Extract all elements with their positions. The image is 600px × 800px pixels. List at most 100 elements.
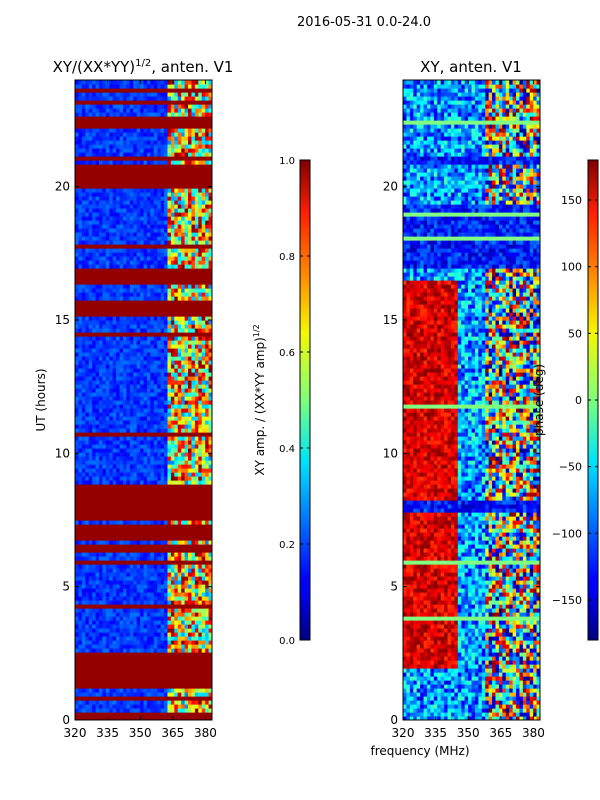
heatmap-cell [150,452,155,457]
heatmap-cell [81,700,86,705]
heatmap-cell [105,440,110,445]
heatmap-cell [116,536,121,541]
heatmap-cell [102,292,107,297]
heatmap-cell [170,244,175,249]
heatmap-cell [167,540,172,545]
heatmap-cell [122,228,127,233]
heatmap-cell [205,444,210,449]
heatmap-cell [150,464,155,469]
heatmap-cell [191,236,196,241]
heatmap-cell [201,472,206,477]
heatmap-cell [201,644,206,649]
heatmap-cell [201,496,206,501]
heatmap-cell [150,604,155,609]
heatmap-cell [119,508,124,513]
heatmap-cell [126,292,131,297]
heatmap-cell [194,536,199,541]
heatmap-cell [140,448,145,453]
heatmap-cell [205,308,210,313]
heatmap-cell [146,244,151,249]
heatmap-cell [88,320,93,325]
heatmap-cell [150,508,155,513]
heatmap-cell [126,492,131,497]
heatmap-cell [75,576,80,581]
heatmap-cell [112,436,117,441]
heatmap-cell [181,712,186,717]
heatmap-cell [177,688,182,693]
heatmap-cell [143,640,148,645]
heatmap-cell [174,680,179,685]
heatmap-cell [75,272,80,277]
heatmap-cell [116,576,121,581]
heatmap-cell [174,232,179,237]
heatmap-cell [81,392,86,397]
heatmap-cell [184,624,189,629]
heatmap-cell [126,512,131,517]
heatmap-cell [157,668,162,673]
heatmap-cell [119,400,124,405]
heatmap-cell [157,572,162,577]
heatmap-cell [95,624,100,629]
heatmap-cell [133,684,138,689]
heatmap-cell [194,512,199,517]
heatmap-cell [208,684,212,689]
heatmap-cell [75,404,80,409]
heatmap-cell [150,544,155,549]
heatmap-cell [116,664,121,669]
heatmap-cell [112,488,117,493]
heatmap-cell [102,524,107,529]
heatmap-cell [126,572,131,577]
heatmap-cell [201,432,206,437]
heatmap-cell [95,356,100,361]
heatmap-cell [160,544,165,549]
heatmap-cell [109,320,114,325]
heatmap-cell [205,692,210,697]
heatmap-cell [129,500,134,505]
heatmap-cell [143,368,148,373]
heatmap-cell [126,444,131,449]
heatmap-cell [75,296,80,301]
heatmap-cell [153,436,158,441]
heatmap-cell [109,480,114,485]
heatmap-cell [133,220,138,225]
heatmap-cell [143,672,148,677]
heatmap-cell [157,424,162,429]
heatmap-cell [126,516,131,521]
heatmap-cell [157,384,162,389]
heatmap-cell [146,580,151,585]
heatmap-cell [78,360,83,365]
heatmap-cell [164,228,169,233]
heatmap-cell [109,556,114,561]
heatmap-cell [170,452,175,457]
heatmap-cell [153,256,158,261]
heatmap-cell [170,652,175,657]
heatmap-cell [122,412,127,417]
left-panel: XY/(XX*YY)1/2, anten. V1 320 335 350 365 380… [34,58,233,740]
heatmap-cell [184,460,189,465]
heatmap-cell [164,468,169,473]
heatmap-cell [160,596,165,601]
heatmap-cell [208,660,212,665]
heatmap-cell [150,316,155,321]
heatmap-cell [170,608,175,613]
heatmap-cell [167,444,172,449]
heatmap-cell [160,360,165,365]
heatmap-cell [170,468,175,473]
heatmap-cell [88,316,93,321]
heatmap-cell [105,700,110,705]
heatmap-cell [126,504,131,509]
heatmap-cell [181,276,186,281]
heatmap-cell [208,452,212,457]
heatmap-cell [191,328,196,333]
heatmap-cell [133,640,138,645]
heatmap-cell [92,580,97,585]
heatmap-cell [75,680,80,685]
heatmap-cell [98,360,103,365]
heatmap-cell [78,660,83,665]
heatmap-cell [133,368,138,373]
heatmap-cell [205,616,210,621]
heatmap-cell [119,476,124,481]
heatmap-cell [170,536,175,541]
heatmap-cell [78,700,83,705]
heatmap-cell [184,388,189,393]
